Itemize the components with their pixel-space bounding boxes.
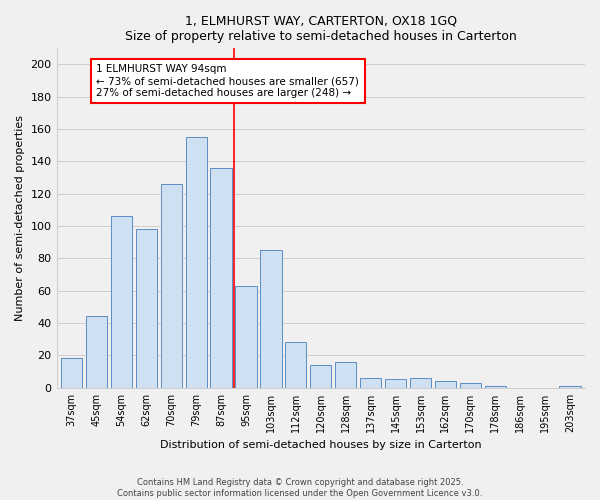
Title: 1, ELMHURST WAY, CARTERTON, OX18 1GQ
Size of property relative to semi-detached : 1, ELMHURST WAY, CARTERTON, OX18 1GQ Siz…: [125, 15, 517, 43]
Bar: [435, 381, 456, 388]
X-axis label: Distribution of semi-detached houses by size in Carterton: Distribution of semi-detached houses by …: [160, 440, 482, 450]
Bar: [460, 382, 481, 388]
Bar: [260, 250, 281, 388]
Bar: [310, 365, 331, 388]
Bar: [111, 216, 132, 388]
Bar: [485, 386, 506, 388]
Bar: [86, 316, 107, 388]
Bar: [235, 286, 257, 388]
Y-axis label: Number of semi-detached properties: Number of semi-detached properties: [15, 115, 25, 321]
Bar: [136, 230, 157, 388]
Bar: [211, 168, 232, 388]
Bar: [61, 358, 82, 388]
Bar: [410, 378, 431, 388]
Bar: [360, 378, 381, 388]
Text: 1 ELMHURST WAY 94sqm
← 73% of semi-detached houses are smaller (657)
27% of semi: 1 ELMHURST WAY 94sqm ← 73% of semi-detac…: [97, 64, 359, 98]
Bar: [335, 362, 356, 388]
Text: Contains HM Land Registry data © Crown copyright and database right 2025.
Contai: Contains HM Land Registry data © Crown c…: [118, 478, 482, 498]
Bar: [285, 342, 307, 388]
Bar: [559, 386, 581, 388]
Bar: [185, 137, 207, 388]
Bar: [385, 380, 406, 388]
Bar: [161, 184, 182, 388]
